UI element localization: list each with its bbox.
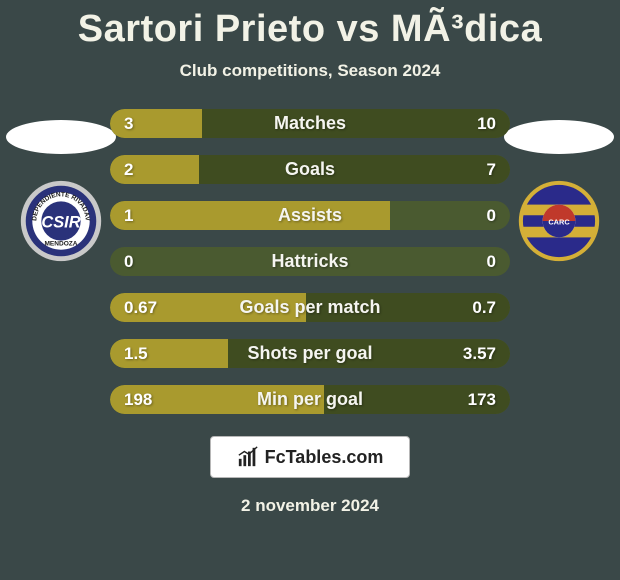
stats-container: 310Matches 27Goals 10Assists 00Hattricks 0.6…	[110, 109, 510, 414]
stat-label: Goals per match	[110, 297, 510, 318]
page-subtitle: Club competitions, Season 2024	[180, 61, 441, 81]
stat-label: Goals	[110, 159, 510, 180]
stat-row: 27Goals	[110, 155, 510, 184]
stat-row: 198173Min per goal	[110, 385, 510, 414]
ellipse-right	[504, 120, 614, 154]
stat-label: Shots per goal	[110, 343, 510, 364]
stat-label: Assists	[110, 205, 510, 226]
stat-label: Matches	[110, 113, 510, 134]
stat-label: Hattricks	[110, 251, 510, 272]
club-crest-left: INDEPENDIENTE RIVADAVIA MENDOZA CSIR	[20, 180, 102, 262]
svg-text:MENDOZA: MENDOZA	[44, 241, 77, 248]
site-logo[interactable]: FcTables.com	[210, 436, 410, 478]
crest-right-icon: CARC	[518, 180, 600, 262]
ellipse-left	[6, 120, 116, 154]
stat-row: 1.53.57Shots per goal	[110, 339, 510, 368]
club-crest-right: CARC	[518, 180, 600, 262]
stat-row: 0.670.7Goals per match	[110, 293, 510, 322]
svg-text:CSIR: CSIR	[41, 214, 80, 232]
stat-label: Min per goal	[110, 389, 510, 410]
svg-text:CARC: CARC	[548, 217, 570, 226]
chart-icon	[237, 446, 259, 468]
stat-row: 10Assists	[110, 201, 510, 230]
comparison-card: Sartori Prieto vs MÃ³dica Club competiti…	[0, 0, 620, 580]
site-logo-label: FcTables.com	[265, 447, 384, 468]
date-label: 2 november 2024	[241, 496, 379, 516]
crest-left-icon: INDEPENDIENTE RIVADAVIA MENDOZA CSIR	[20, 180, 102, 262]
page-title: Sartori Prieto vs MÃ³dica	[78, 8, 542, 51]
stat-row: 00Hattricks	[110, 247, 510, 276]
stat-row: 310Matches	[110, 109, 510, 138]
